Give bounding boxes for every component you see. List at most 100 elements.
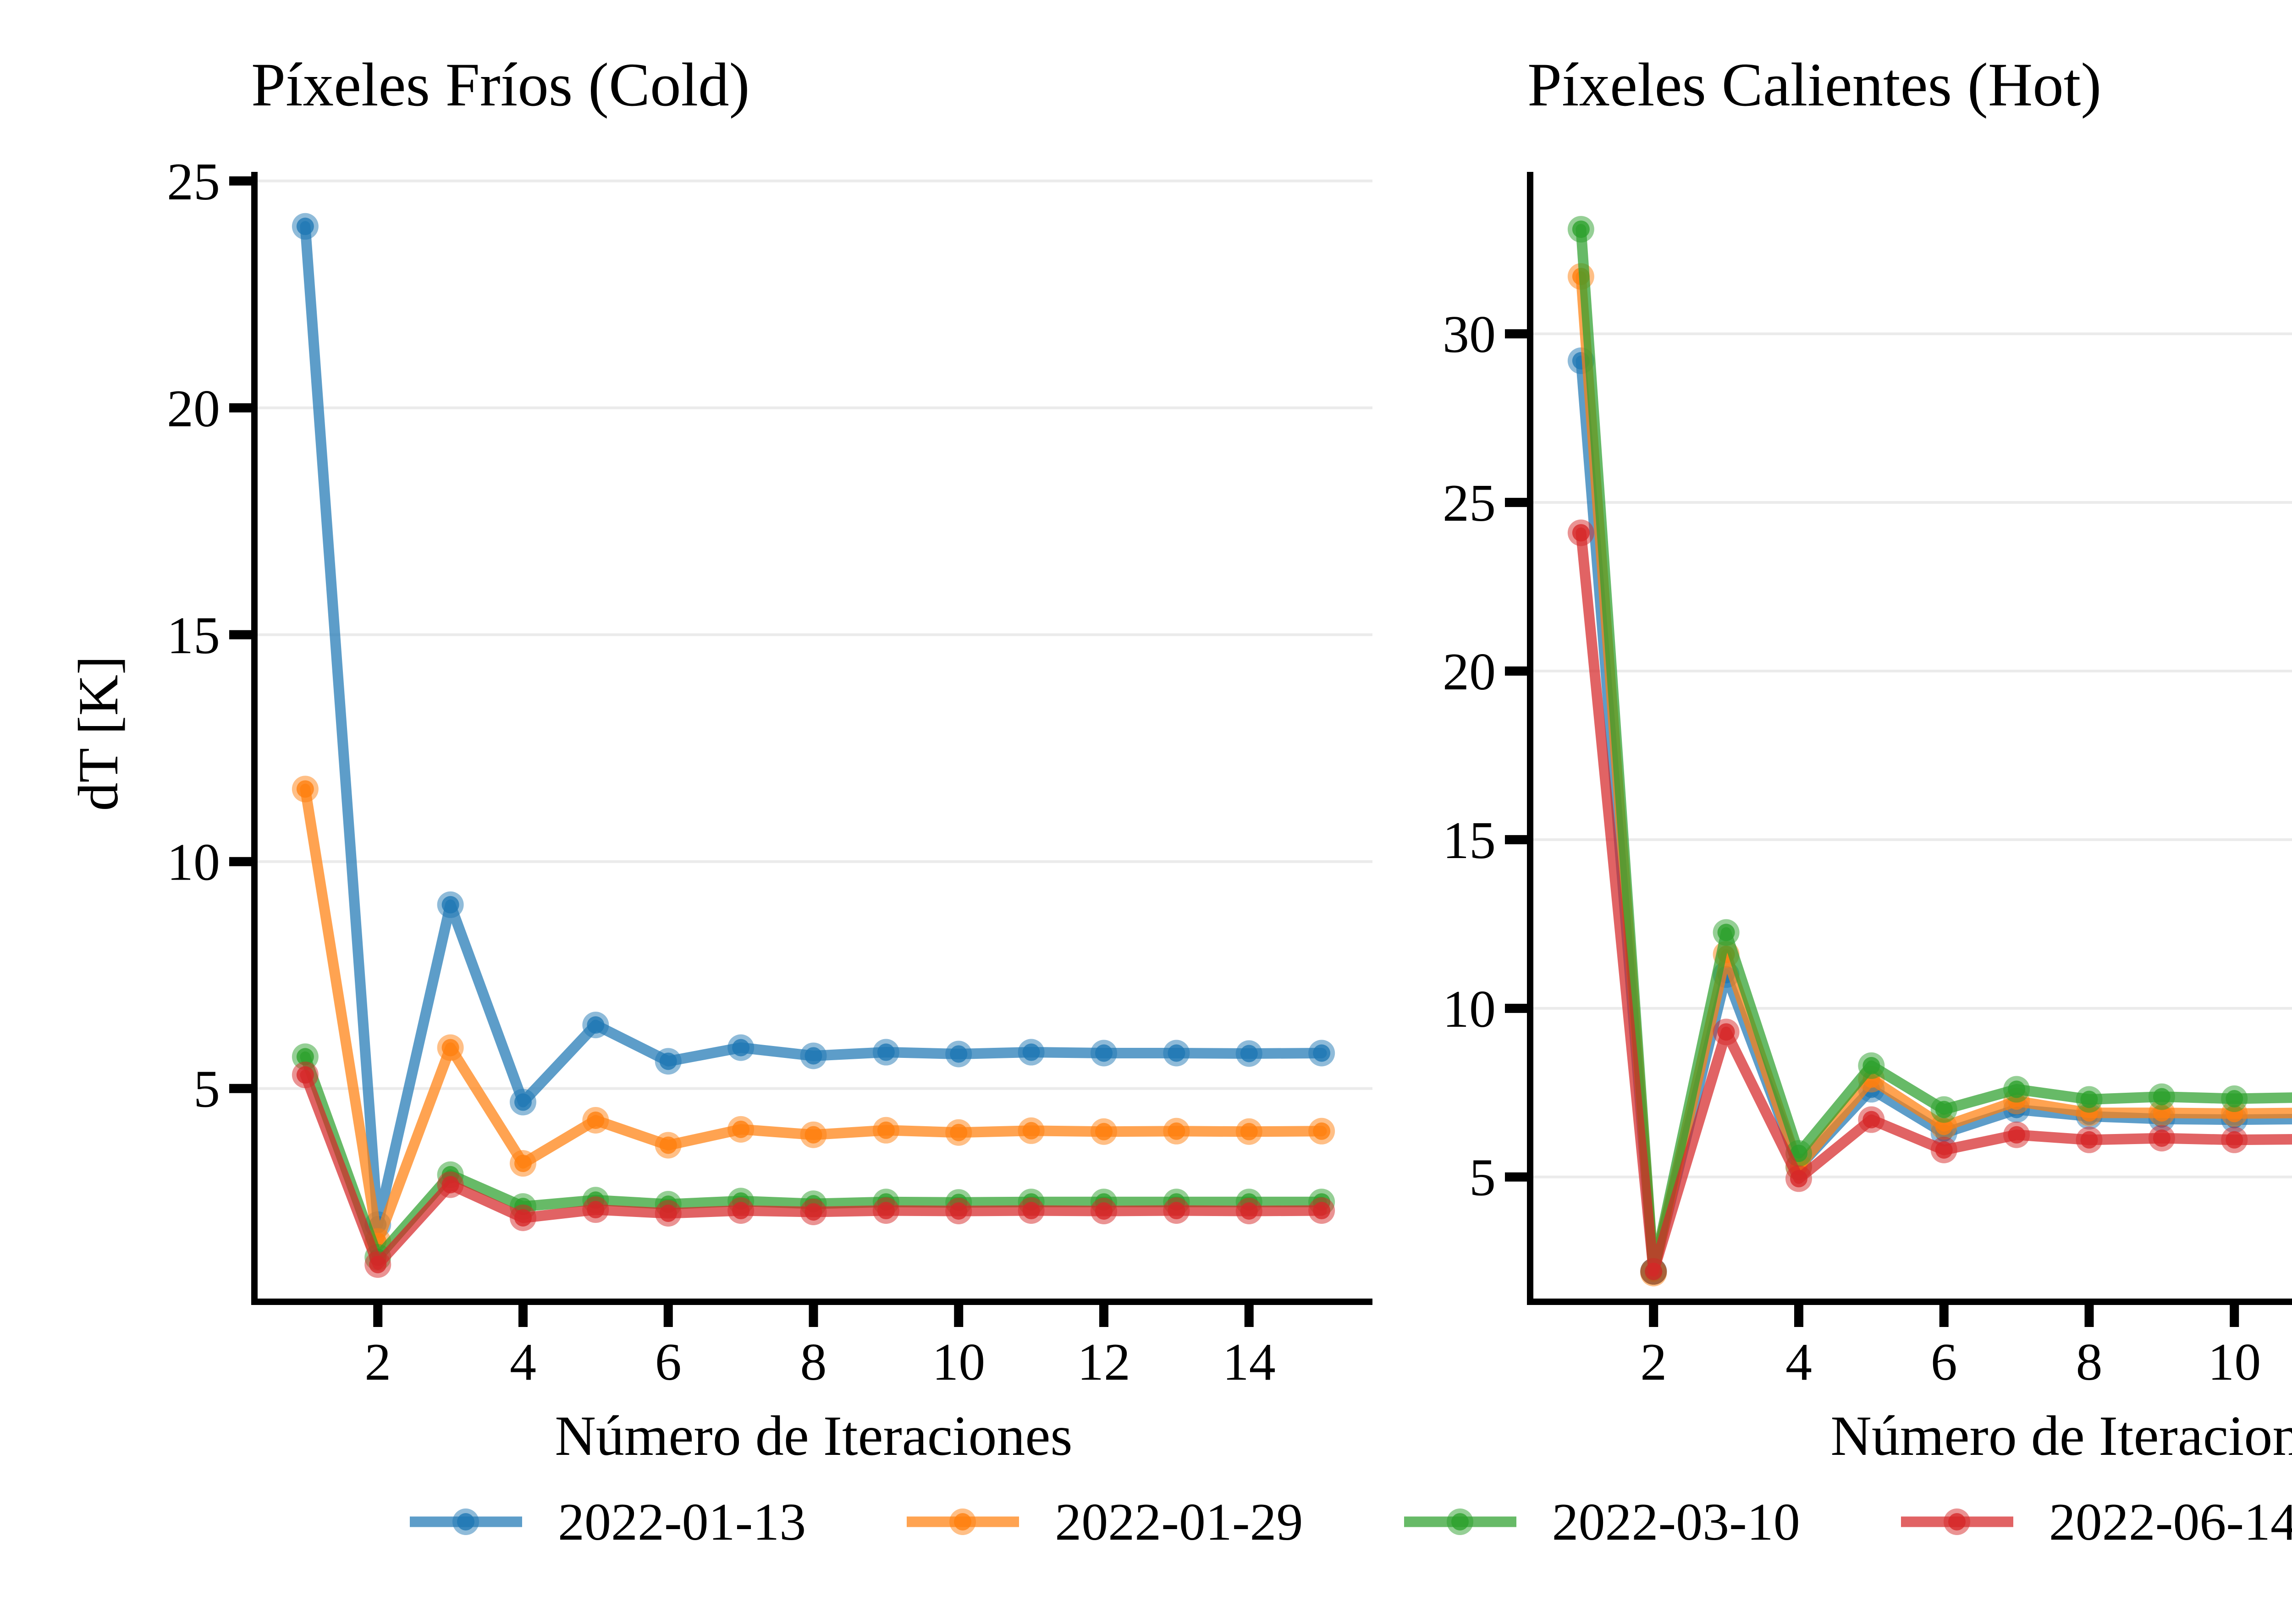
data-point-marker-core — [1717, 1023, 1735, 1041]
legend-marker-core — [954, 1513, 972, 1530]
data-point-marker-core — [1022, 1202, 1040, 1220]
legend-label: 2022-06-14 — [2049, 1492, 2292, 1552]
data-point-marker-core — [514, 1155, 532, 1173]
x-tick-label: 2 — [1640, 1333, 1667, 1392]
legend-marker-core — [1948, 1513, 1966, 1530]
data-point-marker-core — [1022, 1043, 1040, 1061]
y-tick-label: 30 — [1443, 305, 1496, 364]
x-tick-label: 4 — [1785, 1333, 1812, 1392]
data-point-marker-core — [1240, 1202, 1258, 1220]
x-tick-label: 10 — [932, 1333, 985, 1392]
y-tick-label: 15 — [1443, 811, 1496, 870]
data-point-marker-core — [950, 1202, 968, 1220]
data-point-marker-core — [2080, 1131, 2098, 1149]
legend-label: 2022-03-10 — [1552, 1492, 1800, 1552]
data-point-marker-core — [732, 1039, 750, 1057]
data-point-marker-core — [2153, 1088, 2171, 1106]
data-point-marker-core — [441, 1039, 459, 1057]
data-point-marker-core — [877, 1121, 895, 1139]
data-point-marker-core — [587, 1016, 605, 1034]
left-panel-title: Píxeles Fríos (Cold) — [251, 51, 750, 119]
x-tick-label: 8 — [800, 1333, 827, 1392]
data-point-marker-core — [804, 1126, 822, 1144]
y-tick-label: 10 — [1443, 980, 1496, 1039]
left-x-axis-label: Número de Iteraciones — [555, 1404, 1073, 1467]
legend: 2022-01-13 2022-01-29 2022-03-10 2022-06… — [0, 1484, 2292, 1560]
x-tick-label: 8 — [2076, 1333, 2103, 1392]
y-tick-label: 25 — [167, 153, 220, 211]
x-tick-label: 14 — [1223, 1333, 1276, 1392]
legend-line-marker-icon — [1901, 1508, 2013, 1535]
data-point-marker-core — [2226, 1090, 2243, 1108]
data-point-marker-core — [1095, 1123, 1113, 1140]
data-point-marker-core — [1790, 1145, 1807, 1162]
data-point-marker-core — [1790, 1170, 1807, 1188]
data-point-marker-core — [296, 217, 314, 235]
legend-line-marker-icon — [409, 1508, 522, 1535]
data-point-marker-core — [1862, 1057, 1880, 1074]
data-point-marker-core — [877, 1202, 895, 1220]
data-point-marker-core — [1572, 524, 1590, 542]
data-point-marker-core — [1168, 1044, 1185, 1062]
y-tick-label: 10 — [167, 833, 220, 892]
data-point-marker-core — [2226, 1131, 2243, 1149]
data-point-marker-core — [1095, 1202, 1113, 1220]
data-point-marker-core — [1022, 1122, 1040, 1140]
data-point-marker-core — [659, 1204, 677, 1222]
data-point-marker-core — [1313, 1202, 1331, 1220]
data-point-marker-core — [877, 1043, 895, 1061]
y-tick-label: 15 — [167, 606, 220, 665]
data-point-marker-core — [587, 1112, 605, 1129]
legend-label: 2022-01-29 — [1055, 1492, 1303, 1552]
data-point-marker-core — [950, 1123, 968, 1141]
legend-item: 2022-06-14 — [1901, 1484, 2292, 1560]
data-point-marker-core — [2080, 1090, 2098, 1108]
data-point-marker-core — [2008, 1080, 2026, 1098]
legend-marker-core — [457, 1513, 474, 1530]
legend-marker-core — [1451, 1513, 1469, 1530]
data-point-marker-core — [1313, 1122, 1331, 1140]
data-point-marker-core — [732, 1120, 750, 1138]
y-tick-label: 20 — [167, 380, 220, 438]
series-line — [300, 221, 1327, 1230]
right-x-axis-label: Número de Iteraciones — [1830, 1404, 2292, 1467]
y-tick-label: 5 — [1469, 1149, 1496, 1207]
x-tick-label: 6 — [655, 1333, 682, 1392]
data-point-marker-core — [950, 1045, 968, 1063]
data-point-marker-core — [514, 1209, 532, 1227]
right-panel-title: Píxeles Calientes (Hot) — [1527, 51, 2102, 119]
data-point-marker-core — [659, 1136, 677, 1154]
data-point-marker-core — [659, 1052, 677, 1070]
legend-item: 2022-01-29 — [907, 1484, 1303, 1560]
data-point-marker-core — [441, 896, 459, 914]
data-point-marker-core — [296, 780, 314, 798]
data-point-marker-core — [1935, 1101, 1953, 1118]
data-point-marker-core — [804, 1203, 822, 1221]
data-point-marker-core — [1168, 1122, 1185, 1140]
data-point-marker-core — [1572, 220, 1590, 238]
data-point-marker-core — [2008, 1126, 2026, 1144]
data-point-marker-core — [1168, 1202, 1185, 1220]
data-point-marker-core — [1935, 1141, 1953, 1159]
x-tick-label: 10 — [2208, 1333, 2261, 1392]
data-point-marker-core — [1717, 924, 1735, 941]
data-point-marker-core — [441, 1176, 459, 1194]
x-tick-label: 6 — [1931, 1333, 1957, 1392]
data-point-marker-core — [2153, 1129, 2171, 1147]
data-point-marker-core — [804, 1047, 822, 1065]
data-point-marker-core — [296, 1048, 314, 1066]
data-point-marker-core — [1240, 1045, 1258, 1062]
data-point-marker-core — [369, 1255, 387, 1273]
legend-item: 2022-01-13 — [409, 1484, 806, 1560]
y-tick-label: 5 — [193, 1060, 220, 1119]
data-point-marker-core — [514, 1093, 532, 1111]
legend-item: 2022-03-10 — [1404, 1484, 1800, 1560]
data-point-marker-core — [1095, 1044, 1113, 1062]
y-tick-label: 25 — [1443, 474, 1496, 533]
y-tick-label: 20 — [1443, 643, 1496, 701]
data-point-marker-core — [1862, 1111, 1880, 1129]
data-point-marker-core — [1240, 1123, 1258, 1140]
legend-label: 2022-01-13 — [557, 1492, 806, 1552]
